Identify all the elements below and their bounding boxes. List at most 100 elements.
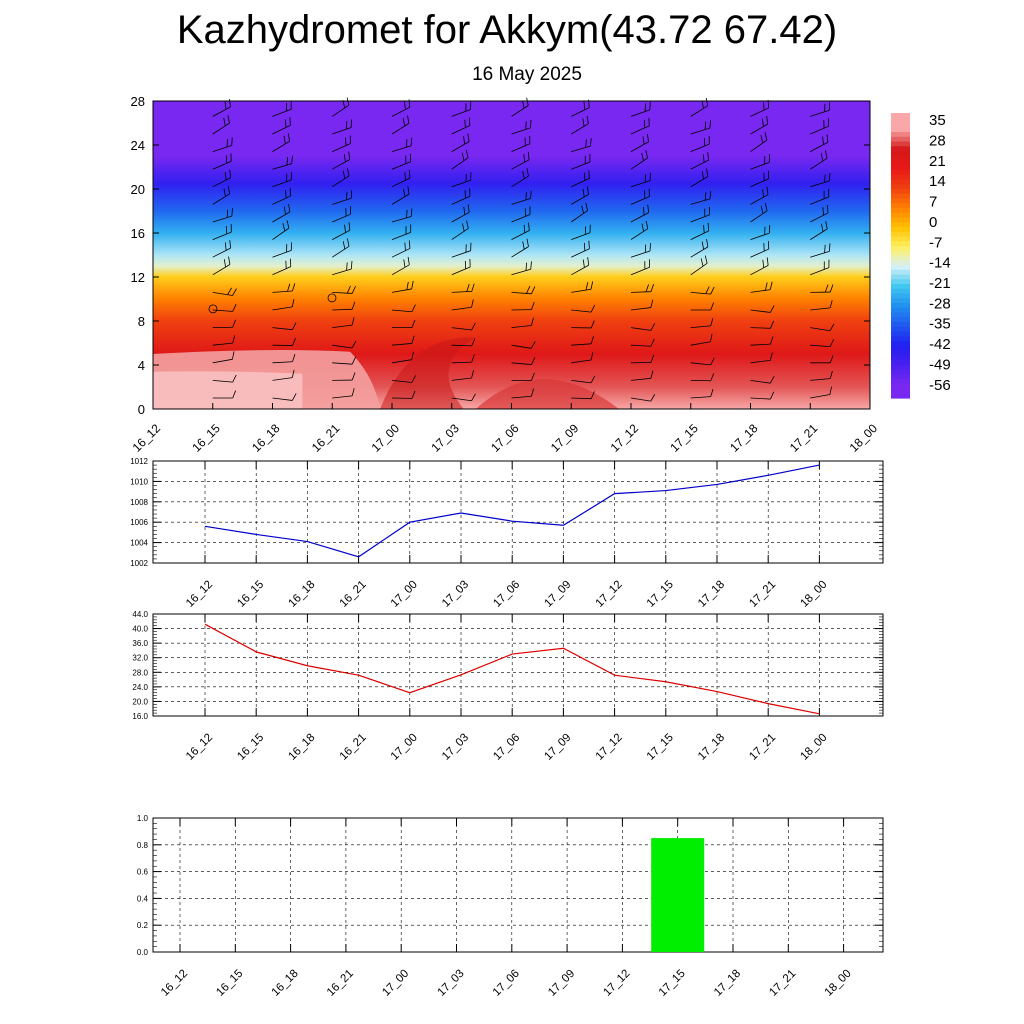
wind-barb-shaft xyxy=(212,231,232,240)
wind-barb-shaft xyxy=(630,180,651,188)
wind-barb-feather xyxy=(526,97,529,106)
x-tick-label: 17_06 xyxy=(491,968,522,999)
wind-barb xyxy=(511,135,531,152)
wind-barb xyxy=(332,151,351,170)
wind-barb-shaft xyxy=(332,159,350,170)
x-tick-label: 16_21 xyxy=(338,732,369,763)
wind-barb xyxy=(212,335,236,346)
x-tick-label: 16_15 xyxy=(235,732,266,763)
wind-barb-shaft xyxy=(391,177,411,188)
colorbar-segment xyxy=(891,341,910,347)
wind-barb-feather xyxy=(531,286,536,294)
wind-barb xyxy=(630,117,650,135)
colorbar-segment xyxy=(891,113,910,119)
wind-barb xyxy=(571,391,595,400)
wind-barb xyxy=(212,390,237,399)
wind-barb-feather xyxy=(586,186,589,195)
wind-barb-feather xyxy=(227,115,230,124)
wind-barb-shaft xyxy=(391,232,411,240)
colorbar-segment xyxy=(891,360,910,366)
y-tick-label: 16.0 xyxy=(132,712,148,721)
x-tick-label: 16_15 xyxy=(189,421,223,455)
wind-barb-shaft xyxy=(690,143,710,152)
wind-barb-feather xyxy=(403,188,406,197)
wind-barb-shaft xyxy=(750,161,770,170)
wind-barb-shaft xyxy=(332,344,353,349)
wind-barb-feather xyxy=(351,356,356,365)
wind-barb-shaft xyxy=(272,327,293,331)
wind-barb-feather xyxy=(822,136,824,145)
wind-barb-feather xyxy=(710,357,715,366)
wind-barb xyxy=(630,101,651,117)
wind-barb-shaft xyxy=(810,196,829,205)
wind-barb xyxy=(391,390,416,399)
wind-barb-shaft xyxy=(391,288,412,293)
wind-barb-shaft xyxy=(212,193,230,205)
wind-barb-feather xyxy=(822,207,825,216)
wind-barb-field xyxy=(212,97,835,402)
wind-barb-shaft xyxy=(690,246,709,258)
wind-barb-shaft xyxy=(332,268,352,276)
wind-barb-shaft xyxy=(571,107,590,117)
wind-barb-feather xyxy=(585,139,587,148)
wind-barb-shaft xyxy=(810,180,830,188)
wind-barb-shaft xyxy=(630,141,649,152)
wind-barb-feather xyxy=(526,168,529,177)
wind-barb xyxy=(690,318,714,328)
wind-barb-shaft xyxy=(690,198,711,205)
wind-barb-feather xyxy=(232,351,235,360)
wind-barb-shaft xyxy=(391,359,412,364)
wind-barb-feather xyxy=(351,340,357,349)
x-tick-label: 18_00 xyxy=(798,579,829,610)
y-tick-label: 1.0 xyxy=(137,814,149,823)
colorbar-segment xyxy=(891,236,910,242)
wind-barb-feather xyxy=(641,152,644,161)
wind-barb-feather xyxy=(764,202,768,211)
wind-barb xyxy=(571,138,592,152)
wind-barb-feather xyxy=(588,240,590,249)
wind-barb-shaft xyxy=(571,194,589,205)
wind-barb-feather xyxy=(763,102,765,111)
panel-frame xyxy=(152,460,884,564)
wind-barb-feather xyxy=(291,155,293,164)
wind-barb xyxy=(630,150,648,170)
wind-barb-feather xyxy=(590,304,596,313)
wind-barb-shaft xyxy=(332,104,350,117)
wind-barb xyxy=(571,375,596,384)
wind-barb xyxy=(332,206,352,223)
y-tick-label: 28.0 xyxy=(132,668,148,677)
wind-barb xyxy=(750,225,771,240)
wind-barb xyxy=(810,386,832,399)
wind-barb-feather xyxy=(223,188,226,197)
colorbar-segment xyxy=(891,212,910,219)
wind-barb-feather xyxy=(769,352,773,361)
wind-barb xyxy=(212,99,231,117)
wind-barb-shaft xyxy=(511,127,531,135)
colorbar-segment xyxy=(891,317,910,323)
wind-barb xyxy=(630,338,655,347)
wind-barb xyxy=(630,394,656,402)
y-tick-label: 12 xyxy=(131,270,145,285)
wind-barb-shaft xyxy=(212,161,232,170)
wind-barb-shaft xyxy=(391,145,412,152)
wind-barb-shaft xyxy=(391,343,412,346)
wind-barb xyxy=(212,240,231,258)
wind-barb-shaft xyxy=(511,105,529,117)
wind-barb xyxy=(212,169,231,188)
wind-barb xyxy=(332,340,357,349)
wind-barb-feather xyxy=(346,285,351,294)
wind-barb-shaft xyxy=(810,344,831,347)
wind-barb-feather xyxy=(590,281,594,290)
wind-barb-feather xyxy=(829,370,833,379)
wind-barb-feather xyxy=(522,170,525,179)
colorbar-segment xyxy=(891,170,910,176)
wind-barb-feather xyxy=(292,337,296,346)
wind-barb-shaft xyxy=(630,212,649,223)
wind-barb-feather xyxy=(344,224,346,233)
x-tick-label: 17_18 xyxy=(696,579,727,610)
wind-barb-shaft xyxy=(391,248,411,258)
wind-barb-feather xyxy=(582,259,585,268)
wind-barb-feather xyxy=(582,118,585,127)
wind-barb-feather xyxy=(770,320,775,329)
wind-barb-feather xyxy=(287,283,291,292)
